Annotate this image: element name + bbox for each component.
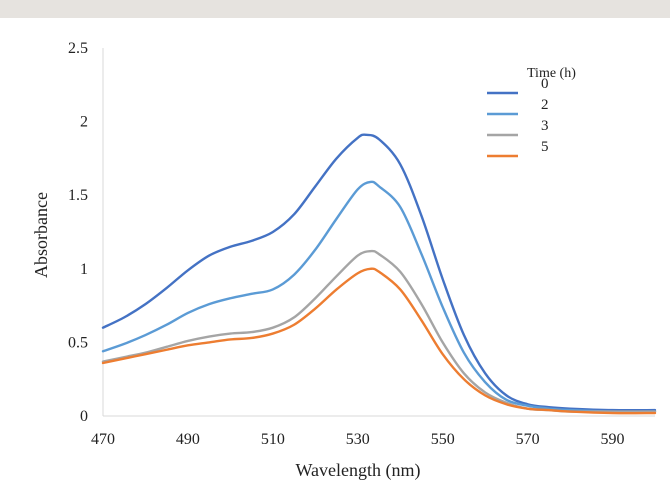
y-tick-label: 1 xyxy=(80,261,88,278)
x-tick-label: 510 xyxy=(261,431,285,448)
x-tick-label: 590 xyxy=(601,431,625,448)
x-tick-label: 570 xyxy=(516,431,540,448)
legend-label-5: 5 xyxy=(541,139,549,155)
legend-label-0: 0 xyxy=(541,76,549,92)
x-tick-label: 550 xyxy=(431,431,455,448)
x-tick-label: 530 xyxy=(346,431,370,448)
y-tick-label: 0.5 xyxy=(68,334,88,351)
top-band xyxy=(0,0,670,18)
y-tick-label: 0 xyxy=(80,408,88,425)
x-tick-label: 490 xyxy=(176,431,200,448)
series-line-5 xyxy=(101,267,657,415)
legend-title: Time (h) xyxy=(527,66,576,81)
y-axis-title: Absorbance xyxy=(31,192,51,278)
x-tick-label: 470 xyxy=(91,431,115,448)
series-line-2 xyxy=(101,180,657,413)
series-line-0 xyxy=(101,133,657,412)
series-line-3 xyxy=(101,249,657,413)
y-tick-label: 1.5 xyxy=(68,187,88,204)
legend: Time (h) 0 2 3 5 xyxy=(487,66,576,158)
legend-label-2: 2 xyxy=(541,97,549,113)
y-tick-label: 2.5 xyxy=(68,40,88,57)
legend-label-3: 3 xyxy=(541,118,549,134)
x-axis-title: Wavelength (nm) xyxy=(295,460,420,481)
y-tick-label: 2 xyxy=(80,114,88,131)
series-layer xyxy=(101,133,657,415)
